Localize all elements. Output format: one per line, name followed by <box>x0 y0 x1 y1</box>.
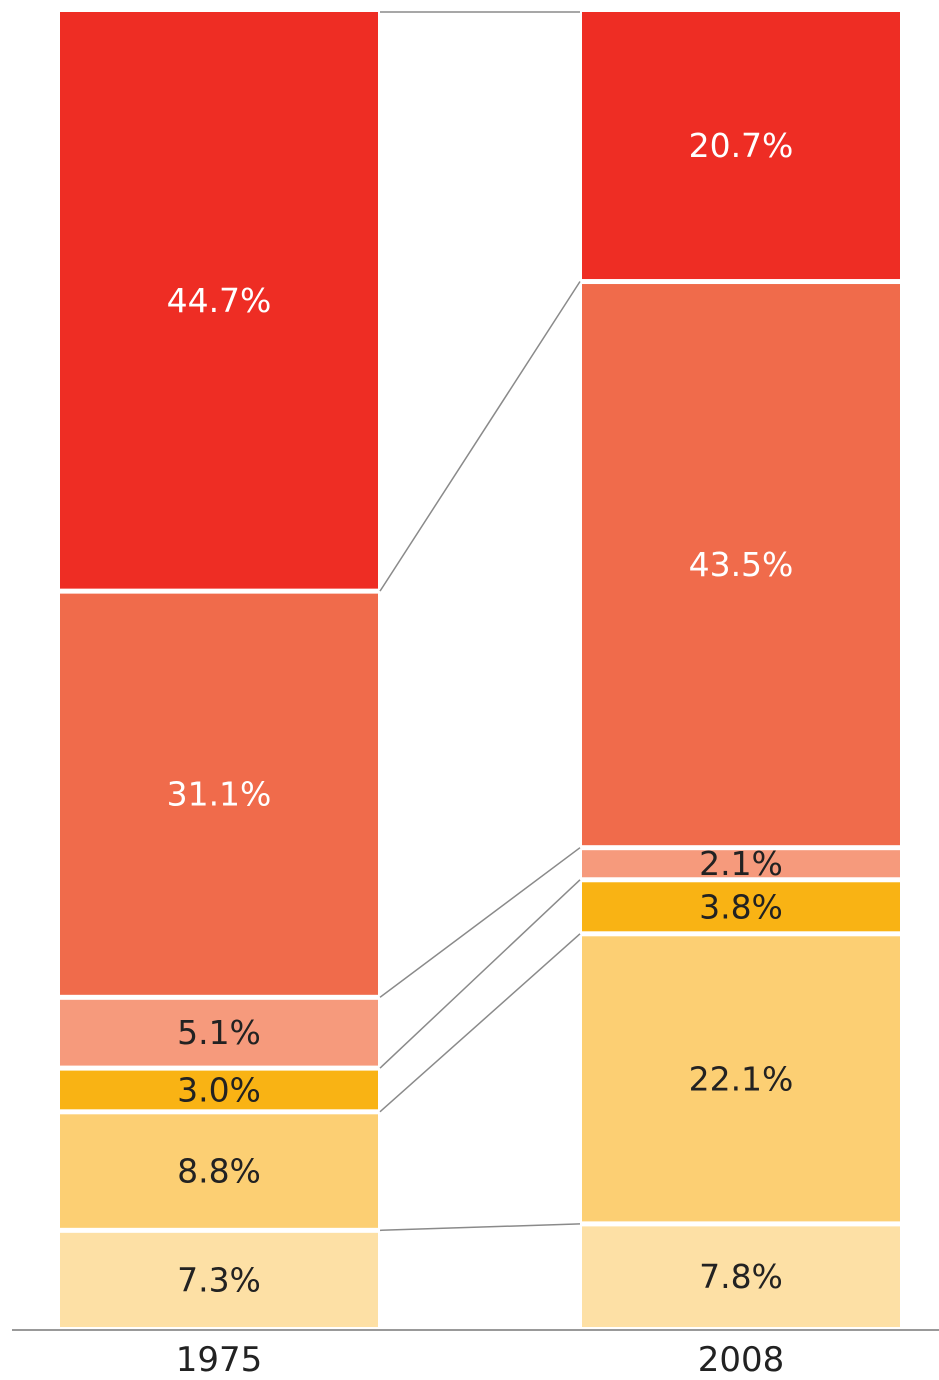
bar-segment-2008-2 <box>582 284 900 846</box>
connector-line <box>379 281 581 592</box>
data-label: 22.1% <box>689 1059 794 1098</box>
bar-segment-2008-4 <box>582 882 900 932</box>
connector-line <box>379 879 581 1069</box>
data-label: 2.1% <box>699 844 783 883</box>
data-label: 20.7% <box>689 126 794 165</box>
data-label: 3.0% <box>177 1070 261 1109</box>
bar-segment-2008-6 <box>582 1226 900 1327</box>
connector-lines <box>379 11 581 1232</box>
data-label: 5.1% <box>177 1013 261 1052</box>
data-label: 3.8% <box>699 887 783 926</box>
data-label: 7.8% <box>699 1257 783 1296</box>
bar-segment-1975-6 <box>60 1232 378 1327</box>
bar-segment-1975-3 <box>60 999 378 1066</box>
x-tick-label: 2008 <box>698 1340 785 1380</box>
bar-segment-1975-1 <box>60 12 378 589</box>
bar-segment-1975-4 <box>60 1070 378 1110</box>
segment-labels: 44.7% 31.1% 5.1% 3.0% 8.8% 7.3% 20.7% 43.5% 2.1%… <box>167 126 794 1299</box>
data-label: 7.3% <box>177 1260 261 1299</box>
connector-line <box>379 933 581 1113</box>
data-label: 43.5% <box>689 545 794 584</box>
bar-segments <box>60 12 900 1327</box>
connector-line <box>379 1223 581 1232</box>
bar-segment-2008-3 <box>582 850 900 878</box>
connector-line <box>379 847 581 998</box>
bar-segment-2008-5 <box>582 936 900 1222</box>
bar-segment-2008-1 <box>582 12 900 280</box>
bar-segment-1975-5 <box>60 1114 378 1228</box>
data-label: 8.8% <box>177 1152 261 1191</box>
data-label: 31.1% <box>167 775 272 814</box>
data-label: 44.7% <box>167 281 272 320</box>
bar-segment-1975-2 <box>60 593 378 995</box>
x-tick-label: 1975 <box>176 1340 263 1380</box>
x-axis-labels: 1975 2008 <box>176 1340 785 1380</box>
